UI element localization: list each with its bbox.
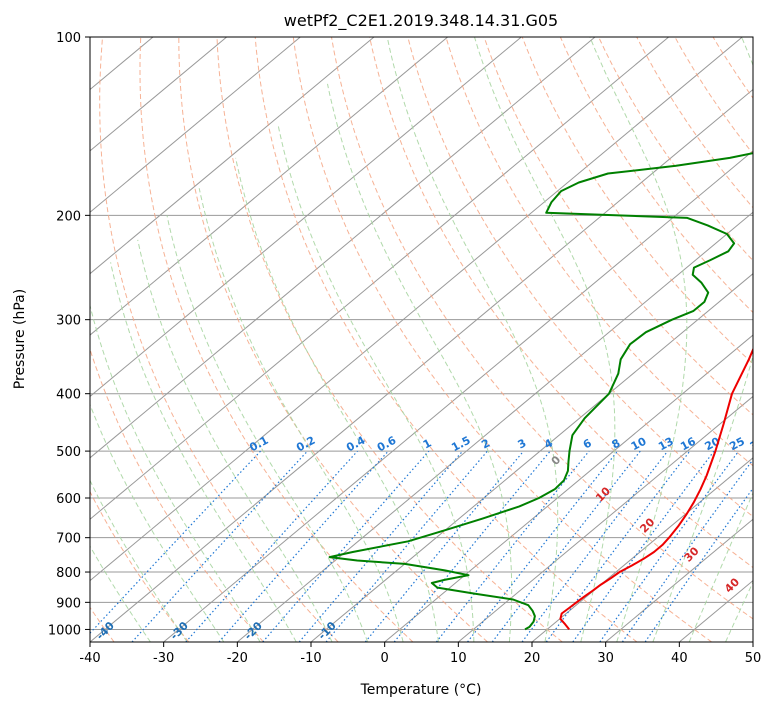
y-tick-label: 700	[56, 532, 81, 547]
mixing-ratio-label: 13	[656, 435, 676, 454]
dry-adiabat-line	[139, 37, 414, 642]
isotherm-line	[90, 37, 596, 459]
x-axis-ticks: -40 -30 -20 -10 0 10 20 30 40 50	[79, 642, 761, 666]
moist-adiabat-line	[652, 37, 753, 642]
moist-adiabat-line	[327, 83, 513, 642]
dry-adiabat-line	[521, 37, 753, 365]
mixing-ratio-label: 10	[629, 435, 649, 454]
x-tick-label: 20	[524, 651, 541, 666]
y-tick-label: 600	[56, 492, 81, 507]
isotherm-line	[90, 37, 375, 275]
y-tick-label: 900	[56, 596, 81, 611]
temperature-profile-line	[559, 347, 753, 631]
mixing-ratio-label: 20	[703, 435, 723, 454]
moist-adiabat-line	[110, 262, 297, 642]
x-tick-label: 30	[597, 651, 614, 666]
mixing-ratio-line	[521, 450, 669, 642]
dry-adiabat-line	[369, 37, 753, 569]
y-axis-label: Pressure (hPa)	[12, 289, 28, 389]
x-tick-label: -30	[153, 651, 174, 666]
mixing-ratio-line	[599, 450, 740, 642]
y-tick-label: 400	[56, 388, 81, 403]
profile-series	[328, 152, 753, 631]
x-tick-label: 10	[450, 651, 467, 666]
mixing-ratio-line	[621, 458, 753, 642]
dry-adiabat-line	[90, 347, 264, 642]
mixing-ratio-line	[325, 450, 488, 642]
dry-adiabat-line	[254, 37, 638, 642]
y-axis-ticks: 100 200 300 400 500 600 700 800 900 1000	[48, 31, 90, 638]
moist-adiabat-line	[474, 37, 616, 642]
x-axis-label: Temperature (°C)	[360, 682, 482, 698]
mixing-ratio-label: 25	[727, 435, 747, 454]
y-tick-label: 100	[56, 31, 81, 46]
mixing-ratio-lines	[90, 450, 753, 642]
isotherm-line	[237, 211, 753, 642]
mixing-ratio-line	[545, 450, 691, 642]
mixing-ratio-label: 30	[748, 435, 768, 454]
y-tick-label: 1000	[48, 623, 81, 638]
dry-adiabat-line	[292, 37, 712, 642]
isotherm-line	[531, 457, 753, 642]
moist-adiabat-line	[277, 123, 475, 642]
mixing-ratio-label: 16	[678, 435, 698, 454]
dewpoint-profile-line	[328, 152, 753, 631]
moist-adiabat-line	[90, 403, 225, 642]
moist-adiabat-line	[137, 239, 333, 642]
x-tick-label: 0	[381, 651, 389, 666]
moist-adiabat-line	[589, 37, 688, 642]
isotherm-line	[90, 88, 753, 642]
isotherm-line	[90, 37, 301, 213]
x-tick-label: -10	[300, 651, 321, 666]
mixing-ratio-line	[218, 450, 389, 642]
isotherm-line	[90, 37, 743, 582]
mixing-ratio-line	[364, 450, 525, 642]
x-tick-label: -40	[79, 651, 100, 666]
mixing-ratio-line	[644, 487, 753, 642]
mixing-ratio-line	[131, 450, 308, 642]
isotherm-line	[90, 37, 669, 520]
x-tick-label: 50	[745, 651, 762, 666]
isotherm-line	[90, 37, 227, 152]
isotherm-line	[90, 37, 448, 336]
dry-adiabat-line	[407, 37, 753, 518]
y-tick-label: 500	[56, 445, 81, 460]
mixing-ratio-line	[572, 450, 715, 642]
x-tick-label: -20	[227, 651, 248, 666]
mixing-ratio-line	[435, 450, 590, 642]
mixing-ratio-line	[90, 450, 262, 635]
moist-adiabat-line	[198, 188, 404, 642]
dry-adiabat-line	[178, 37, 488, 642]
isotherm-line	[384, 334, 753, 642]
isotherm-line	[163, 150, 753, 642]
isotherm-line	[605, 518, 753, 642]
mixing-ratio-line	[393, 450, 551, 642]
chart-title: wetPf2_C2E1.2019.348.14.31.G05	[284, 11, 558, 31]
isotherm-gridlines	[90, 37, 753, 642]
dry-adiabat-line	[99, 37, 339, 642]
plot-area: 0.10.20.40.611.52346810131620253036-100-…	[90, 37, 768, 642]
dry-adiabat-line	[331, 37, 753, 620]
x-tick-label: 40	[671, 651, 688, 666]
isotherm-line	[90, 37, 522, 398]
y-tick-label: 800	[56, 566, 81, 581]
y-tick-label: 200	[56, 209, 81, 224]
moist-adiabat-line	[90, 303, 261, 642]
plot-frame	[89, 36, 754, 643]
moist-adiabat-line	[166, 215, 369, 642]
mixing-ratio-line	[185, 450, 358, 642]
isotherm-line	[458, 395, 753, 642]
dry-adiabat-line	[445, 37, 753, 467]
y-tick-label: 300	[56, 314, 81, 329]
